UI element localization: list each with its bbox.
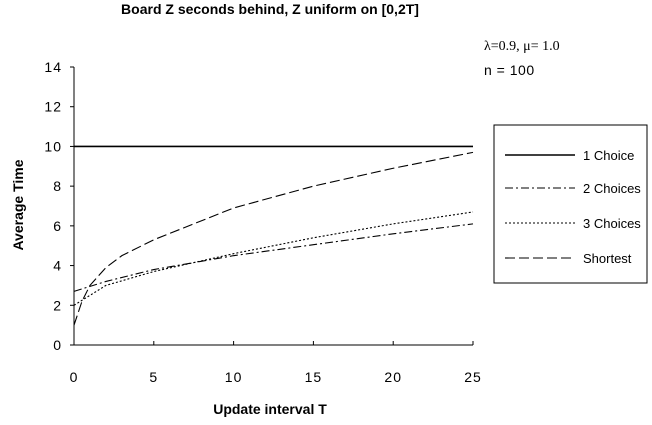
n-annotation: n = 100 (484, 62, 535, 78)
legend-label: Shortest (583, 251, 632, 266)
legend: 1 Choice 2 Choices 3 Choices Shortest (493, 124, 648, 284)
legend-box (493, 124, 648, 284)
axes: 0 5 10 15 20 25 0 2 4 6 8 10 12 14 (44, 59, 482, 385)
y-tick-label: 4 (53, 258, 62, 274)
y-axis-label: Average Time (10, 159, 26, 250)
y-tick-label: 12 (44, 99, 62, 115)
series-line-3-choices (73, 211, 474, 306)
x-axis-label: Update interval T (213, 401, 327, 417)
x-tick-label: 0 (70, 369, 79, 385)
legend-label: 3 Choices (583, 216, 641, 231)
y-tick-label: 8 (53, 178, 62, 194)
y-tick-label: 14 (44, 59, 62, 75)
y-tick-label: 6 (53, 218, 62, 234)
y-tick-label: 0 (53, 337, 62, 353)
legend-label: 2 Choices (583, 181, 641, 196)
chart-title: Board Z seconds behind, Z uniform on [0,… (121, 1, 419, 17)
y-tick-label: 10 (44, 138, 62, 154)
legend-label: 1 Choice (583, 148, 634, 163)
x-tick-label: 15 (305, 369, 323, 385)
x-tick-label: 25 (464, 369, 482, 385)
x-tick-label: 20 (384, 369, 402, 385)
series-line-2-choices (73, 223, 474, 292)
params-annotation: λ=0.9, μ= 1.0 (484, 39, 560, 54)
x-tick-label: 10 (225, 369, 243, 385)
x-tick-label: 5 (149, 369, 158, 385)
series-lines (73, 145, 474, 326)
series-line-shortest (73, 151, 474, 326)
y-tick-label: 2 (53, 297, 62, 313)
